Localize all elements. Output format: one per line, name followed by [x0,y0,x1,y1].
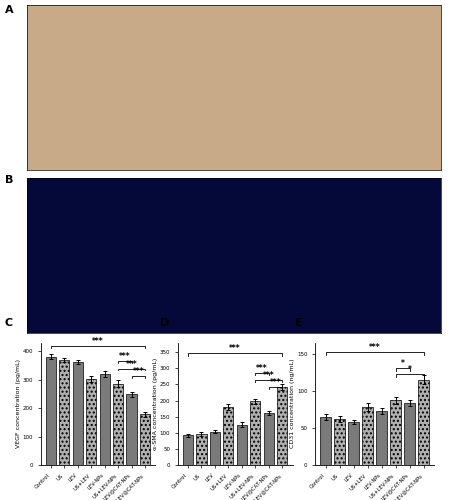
Bar [390,400,401,465]
Bar [223,407,234,465]
Bar [140,414,150,465]
Text: D: D [160,318,169,328]
Text: ***: *** [126,360,137,368]
Bar [376,411,387,465]
Bar [264,413,274,465]
Y-axis label: CD31 concentration (ng/mL): CD31 concentration (ng/mL) [290,359,296,448]
Y-axis label: VEGF concentration (pg/mL): VEGF concentration (pg/mL) [16,359,21,448]
Text: ***: *** [369,343,380,352]
Text: ***: *** [263,371,274,380]
Bar [405,404,415,465]
Bar [99,374,110,465]
Bar [59,360,69,465]
Bar [46,356,56,465]
Text: B: B [4,175,13,185]
Bar [348,422,359,465]
Text: *: * [400,360,405,368]
Bar [362,407,373,465]
Text: ***: *** [256,364,268,373]
Bar [126,394,136,465]
Text: C: C [4,318,13,328]
Bar [237,424,247,465]
Bar [72,362,83,465]
Text: *: * [408,366,412,374]
Text: ***: *** [119,352,130,362]
Bar [418,380,429,465]
Bar [320,416,331,465]
Bar [86,379,96,465]
Bar [197,434,207,465]
Text: E: E [295,318,302,328]
Text: ***: *** [230,344,241,354]
Y-axis label: α-SMA concentration (pg/mL): α-SMA concentration (pg/mL) [153,358,158,450]
Bar [277,386,287,465]
Text: ***: *** [92,338,104,346]
Bar [183,436,193,465]
Bar [113,384,123,465]
Text: ***: *** [132,367,144,376]
Text: A: A [4,5,13,15]
Bar [210,432,220,465]
Bar [250,402,261,465]
Bar [334,419,345,465]
Text: ***: *** [270,378,281,386]
